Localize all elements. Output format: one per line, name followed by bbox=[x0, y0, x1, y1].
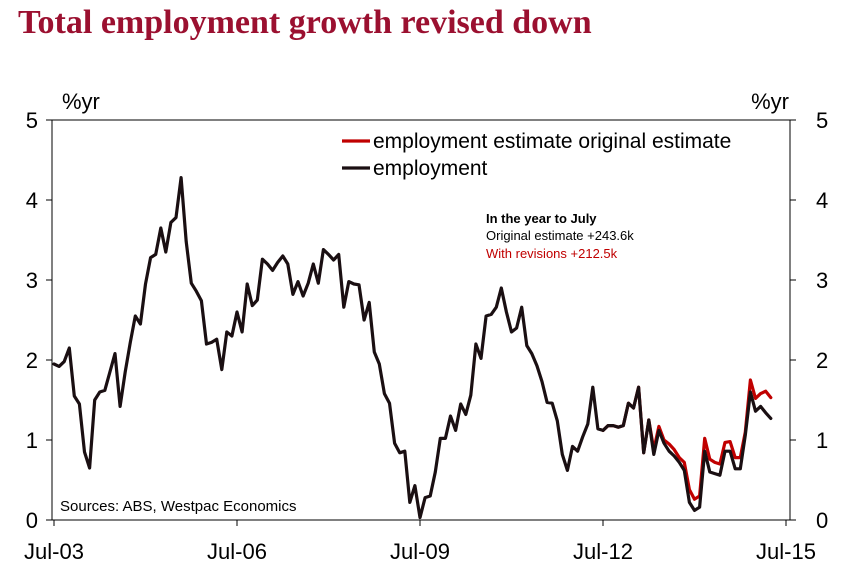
x-tick-label: Jul-09 bbox=[390, 539, 450, 564]
legend-entry: employment bbox=[373, 157, 488, 180]
annotation-box: In the year to July Original estimate +2… bbox=[486, 211, 634, 261]
y-tick-label-right: 1 bbox=[816, 428, 828, 453]
y-tick-label-left: 0 bbox=[26, 508, 38, 533]
annotation-original-estimate: Original estimate +243.6k bbox=[486, 228, 634, 243]
y-axis-label-left: %yr bbox=[62, 89, 100, 114]
chart-title: Total employment growth revised down bbox=[18, 4, 592, 41]
annotation-with-revisions: With revisions +212.5k bbox=[486, 246, 618, 261]
plot-frame bbox=[51, 119, 791, 521]
x-tick-label: Jul-15 bbox=[756, 539, 816, 564]
y-tick-label-right: 5 bbox=[816, 108, 828, 133]
y-axis-label-right: %yr bbox=[751, 89, 789, 114]
y-tick-label-left: 1 bbox=[26, 428, 38, 453]
y-tick-label-left: 5 bbox=[26, 108, 38, 133]
y-tick-label-left: 4 bbox=[26, 188, 38, 213]
x-tick-label: Jul-06 bbox=[207, 539, 267, 564]
annotation-heading: In the year to July bbox=[486, 211, 597, 226]
y-tick-label-left: 2 bbox=[26, 348, 38, 373]
source-note: Sources: ABS, Westpac Economics bbox=[60, 498, 297, 515]
y-tick-label-right: 4 bbox=[816, 188, 828, 213]
x-tick-label: Jul-03 bbox=[24, 539, 84, 564]
y-tick-label-left: 3 bbox=[26, 268, 38, 293]
y-tick-label-right: 0 bbox=[816, 508, 828, 533]
y-tick-label-right: 3 bbox=[816, 268, 828, 293]
x-tick-label: Jul-12 bbox=[573, 539, 633, 564]
legend-entry: employment estimate original estimate bbox=[373, 130, 731, 153]
y-tick-label-right: 2 bbox=[816, 348, 828, 373]
series-line-employment bbox=[52, 176, 773, 520]
